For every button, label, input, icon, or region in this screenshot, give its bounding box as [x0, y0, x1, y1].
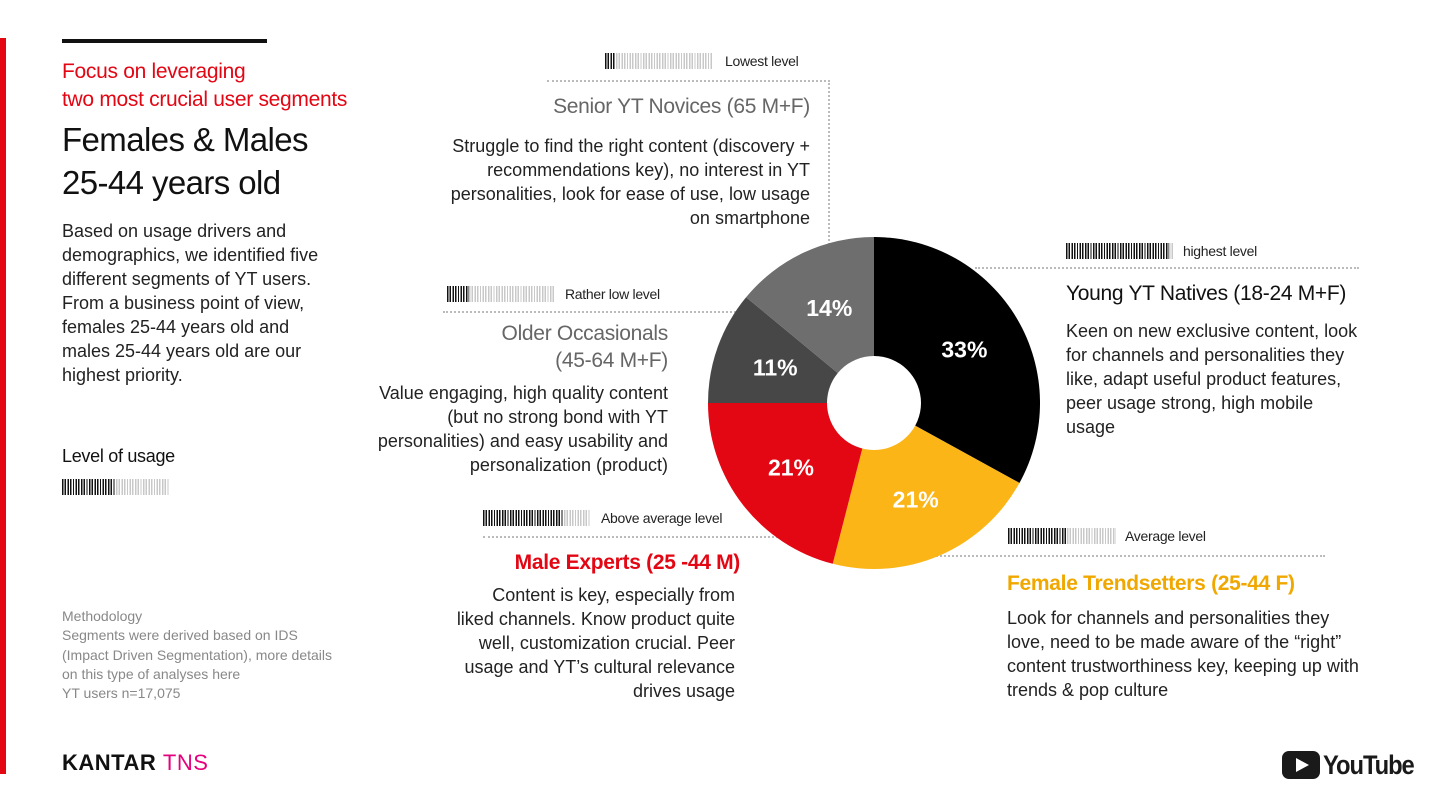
older-title: Older Occasionals (45-64 M+F): [400, 320, 669, 374]
female-title: Female Trendsetters (25-44 F): [1007, 572, 1295, 595]
page-title: Females & Males 25-44 years old: [62, 118, 309, 204]
focus-line: Focus on leveraging: [62, 60, 246, 83]
senior-description: Struggle to find the right content (disc…: [450, 136, 810, 228]
pie-slice-5: [746, 237, 874, 403]
methodology: Methodology Segments were derived based …: [62, 607, 332, 703]
older-divider: [443, 311, 775, 313]
male-description: Content is key, especially from liked ch…: [456, 585, 735, 701]
young-divider: [975, 267, 1359, 269]
focus-line: two most crucial user segments: [62, 88, 348, 111]
senior-title: Senior YT Novices (65 M+F): [553, 95, 810, 118]
older-usage-meter: [447, 286, 555, 302]
male-level-label: Above average level: [601, 510, 723, 526]
top-rule: [62, 39, 267, 43]
pie-slice-3: [708, 403, 874, 564]
methodology-title: Methodology: [62, 608, 143, 624]
youtube-play-icon: [1282, 751, 1320, 779]
focus-heading: Focus on leveraging two most crucial use…: [62, 58, 402, 114]
young-title: Young YT Natives (18-24 M+F): [1066, 282, 1347, 305]
young-usage-meter: [1066, 243, 1174, 259]
pie-label-2: 21%: [893, 486, 939, 512]
female-divider: [925, 555, 1325, 557]
male-usage-meter: [483, 510, 591, 526]
kantar-wordmark: KANTAR: [62, 750, 157, 775]
pie-label-3: 21%: [768, 454, 814, 480]
donut-hole: [827, 356, 921, 450]
pie-slice-4: [708, 297, 874, 403]
methodology-sample: YT users n=17,075: [62, 685, 181, 702]
female-level-label: Average level: [1125, 528, 1206, 544]
pie-label-4: 11%: [753, 354, 798, 380]
tns-wordmark: TNS: [162, 750, 209, 775]
older-title-line: Older Occasionals: [501, 322, 669, 345]
senior-level-label: Lowest level: [725, 53, 799, 69]
older-title-line: (45-64 M+F): [555, 349, 668, 372]
senior-divider: [547, 80, 830, 82]
legend-title: Level of usage: [62, 446, 175, 466]
intro-text: Based on usage drivers and demographics,…: [62, 221, 319, 385]
title-line: Females & Males: [62, 121, 309, 158]
senior-connector: [828, 80, 830, 300]
methodology-text: Segments were derived based on IDS (Impa…: [62, 627, 332, 682]
female-description: Look for channels and personalities they…: [1007, 608, 1359, 700]
senior-usage-meter: [605, 53, 713, 69]
young-description: Keen on new exclusive content, look for …: [1066, 321, 1358, 437]
segment-donut-chart: 33% 21% 21% 11% 14%: [708, 237, 1040, 569]
left-accent-bar: [0, 38, 6, 774]
older-description: Value engaging, high quality content (bu…: [377, 383, 668, 475]
youtube-logo: YouTube: [1282, 748, 1426, 782]
title-line: 25-44 years old: [62, 164, 281, 201]
male-divider: [483, 536, 778, 538]
kantar-tns-logo: KANTAR TNS: [62, 750, 208, 776]
pie-label-1: 33%: [941, 337, 987, 363]
youtube-wordmark: YouTube: [1323, 749, 1415, 780]
male-title: Male Experts (25 -44 M): [514, 551, 741, 574]
older-level-label: Rather low level: [565, 286, 660, 302]
female-usage-meter: [1008, 528, 1116, 544]
legend-usage-meter: [62, 479, 170, 495]
young-level-label: highest level: [1183, 243, 1257, 259]
pie-label-5: 14%: [806, 295, 852, 321]
